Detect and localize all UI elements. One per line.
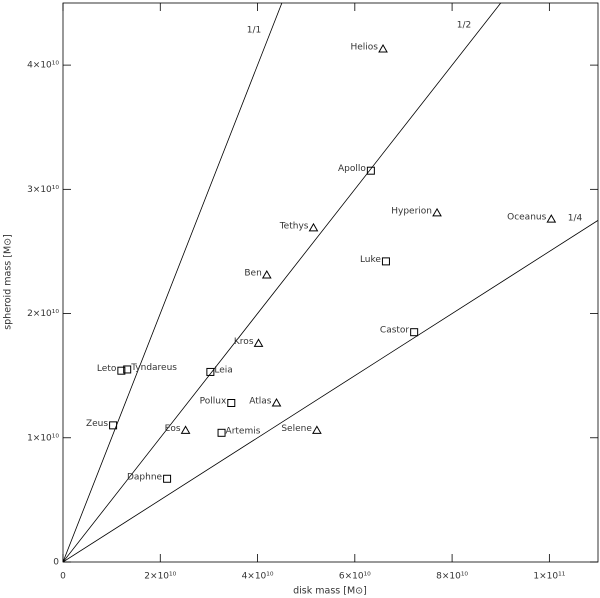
point-label: Tyndareus — [130, 363, 177, 373]
y-tick-label: 3×10¹⁰ — [27, 185, 59, 195]
triangle-marker — [253, 338, 264, 347]
triangle-marker — [312, 425, 322, 434]
point-label: Apollo — [338, 164, 366, 174]
x-tick-label: 4×10¹⁰ — [242, 572, 274, 582]
x-tick-label: 8×10¹⁰ — [436, 572, 468, 582]
y-tick-label: 1×10¹⁰ — [27, 433, 59, 443]
point-label: Daphne — [127, 472, 163, 482]
triangle-marker — [432, 207, 442, 217]
ratio-line — [63, 3, 502, 562]
point-label: Tethys — [279, 221, 309, 231]
point-label: Ben — [244, 269, 261, 279]
square-marker — [227, 398, 236, 407]
square-marker — [206, 367, 215, 376]
ratio-line — [63, 3, 283, 562]
x-tick-label: 6×10¹⁰ — [339, 572, 371, 582]
square-marker — [217, 428, 226, 437]
point-label: Luke — [360, 255, 381, 265]
point-label: Selene — [281, 424, 312, 434]
y-axis-title: spheroid mass [M⊙] — [3, 234, 14, 330]
y-tick-label: 2×10¹⁰ — [27, 309, 59, 319]
triangle-marker — [378, 43, 388, 53]
x-tick-label: 2×10¹⁰ — [144, 572, 176, 582]
ratio-label: 1/2 — [457, 21, 471, 31]
point-label: Eos — [165, 424, 181, 434]
triangle-marker — [271, 397, 282, 407]
square-marker — [366, 166, 375, 175]
x-tick-label: 1×10¹¹ — [533, 572, 565, 582]
square-marker — [410, 328, 419, 337]
square-marker — [163, 474, 172, 483]
square-marker — [109, 421, 118, 430]
point-label: Hyperion — [391, 206, 432, 216]
point-label: Kros — [234, 337, 254, 347]
plot-frame — [62, 2, 599, 563]
triangle-marker — [546, 214, 557, 223]
point-label: Leia — [214, 365, 232, 375]
y-tick-label: 0 — [53, 558, 59, 568]
point-label: Pollux — [200, 396, 227, 406]
point-label: Helios — [351, 42, 379, 52]
point-label: Leto — [97, 364, 117, 374]
square-marker — [123, 365, 132, 374]
triangle-marker — [261, 270, 272, 279]
ratio-label: 1/1 — [247, 26, 261, 36]
ratio-label: 1/4 — [568, 214, 583, 224]
square-marker — [381, 257, 390, 266]
point-label: Artemis — [226, 426, 261, 436]
triangle-marker — [308, 222, 319, 232]
point-label: Atlas — [249, 396, 272, 406]
x-tick-label: 0 — [60, 572, 66, 582]
ratio-line — [63, 220, 598, 562]
y-tick-label: 4×10¹⁰ — [27, 61, 59, 71]
square-marker — [117, 366, 126, 375]
triangle-marker — [180, 425, 191, 434]
point-label: Oceanus — [507, 213, 546, 223]
x-axis-title: disk mass [M⊙] — [293, 586, 367, 597]
point-label: Zeus — [86, 419, 108, 429]
point-label: Castor — [380, 326, 410, 336]
